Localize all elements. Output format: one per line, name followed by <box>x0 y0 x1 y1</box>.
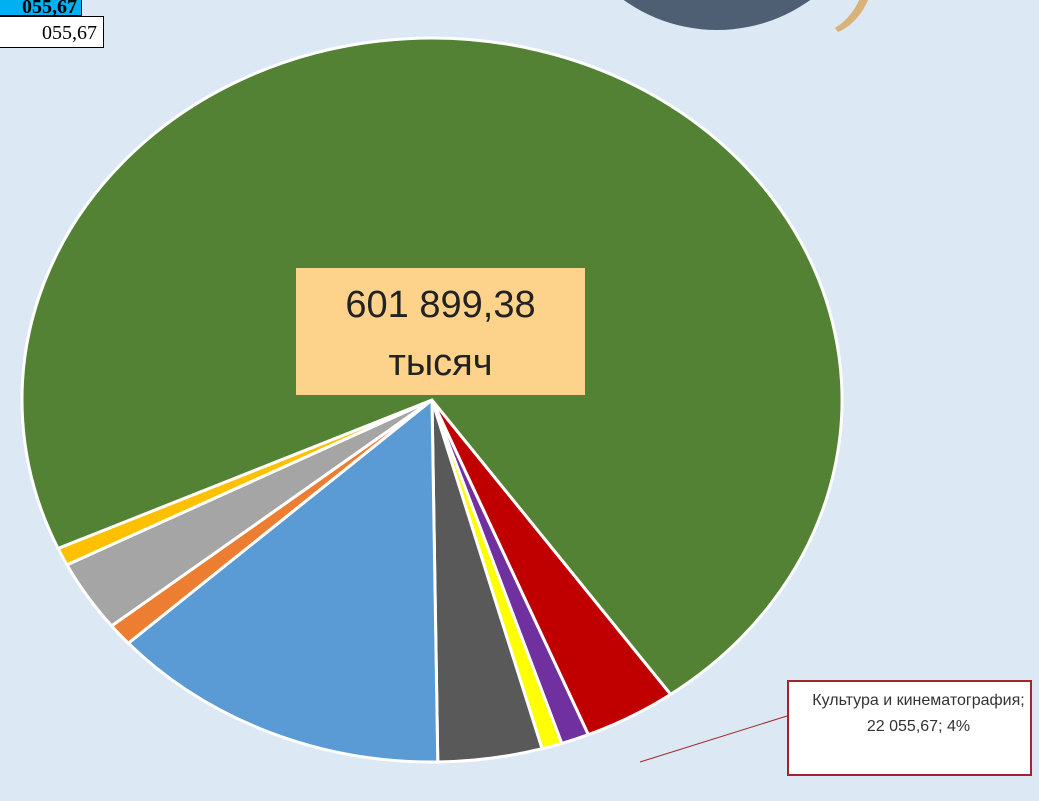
table-fragment: 055,67 <box>0 0 82 18</box>
brush-icon <box>835 0 868 32</box>
leader-line <box>639 715 788 763</box>
table-fragment: 055,67 <box>0 16 104 48</box>
pie-slice <box>126 396 440 764</box>
pie <box>20 36 844 764</box>
data-label: Культура и кинематография; 22 055,67; 4% <box>787 680 1032 776</box>
total-label: 601 899,38 тысяч <box>296 268 585 395</box>
decor-circle <box>623 0 811 30</box>
